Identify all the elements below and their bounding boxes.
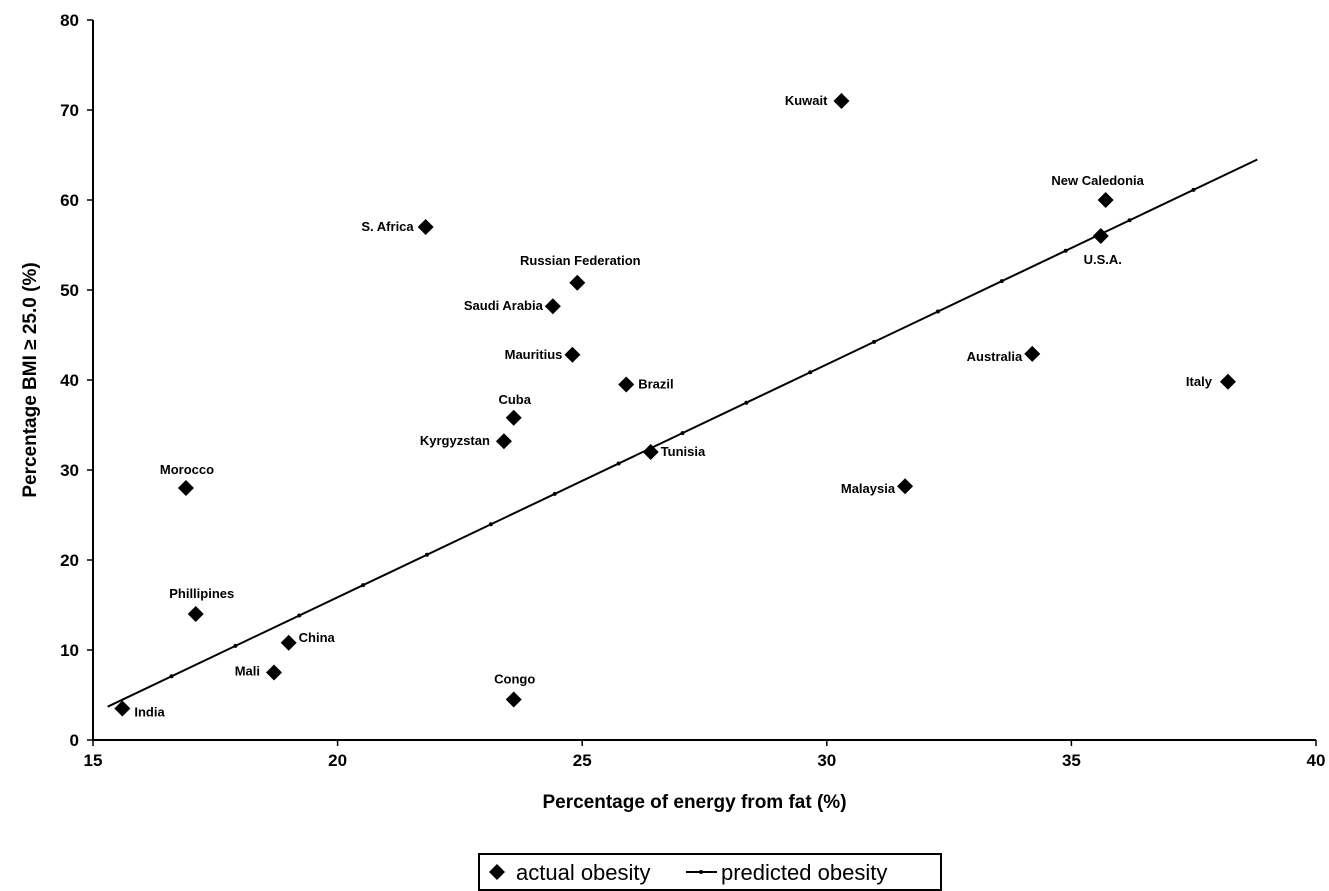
data-point-u-s-a-: [1092, 228, 1109, 244]
x-tick-label: 15: [84, 751, 103, 770]
predicted-obesity-dot: [169, 674, 174, 679]
predicted-obesity-dot: [361, 583, 366, 588]
data-label: Saudi Arabia: [464, 298, 544, 313]
x-axis-ticks: 15 20 25 30 35 40: [84, 740, 1326, 770]
predicted-obesity-dot: [808, 370, 813, 375]
predicted-obesity-dot: [297, 613, 302, 618]
predicted-obesity-dot: [616, 461, 621, 466]
predicted-obesity-dot: [425, 552, 430, 557]
data-point-saudi-arabia: [544, 298, 561, 315]
predicted-obesity-dot: [872, 339, 877, 344]
data-point-brazil: [618, 376, 635, 393]
data-label: Congo: [494, 672, 535, 687]
data-label: Mauritius: [505, 347, 563, 362]
predicted-obesity-dot: [1191, 187, 1196, 192]
predicted-obesity-dot: [935, 309, 940, 314]
data-label: Mali: [235, 664, 260, 679]
data-label: S. Africa: [361, 219, 414, 234]
y-tick-label: 50: [60, 281, 79, 300]
data-point-kuwait: [833, 93, 850, 109]
predicted-obesity-dot: [552, 491, 557, 496]
data-label: Kyrgyzstan: [420, 433, 490, 448]
y-tick-label: 0: [70, 731, 79, 750]
data-point-congo: [505, 691, 522, 708]
data-label: U.S.A.: [1084, 252, 1122, 267]
predicted-obesity-dot: [1063, 248, 1068, 253]
predicted-obesity-line: [107, 158, 1258, 708]
data-point-mauritius: [564, 346, 581, 363]
y-tick-label: 40: [60, 371, 79, 390]
data-label: Russian Federation: [520, 253, 641, 268]
data-label: Italy: [1186, 374, 1213, 389]
data-label: Brazil: [638, 377, 673, 392]
data-point-india: [114, 700, 131, 717]
data-label: Cuba: [498, 392, 531, 407]
data-label: Morocco: [160, 462, 214, 477]
y-axis-title: Percentage BMI ≥ 25.0 (%): [20, 262, 41, 497]
data-point-phillipines: [187, 606, 204, 622]
data-point-morocco: [177, 480, 194, 496]
predicted-obesity-dot: [1127, 218, 1132, 223]
predicted-obesity-dot: [488, 522, 493, 527]
data-point-malaysia: [897, 478, 914, 495]
data-point-mali: [266, 664, 283, 681]
y-tick-label: 10: [60, 641, 79, 660]
data-label: China: [299, 630, 336, 645]
data-point-russian-federation: [569, 274, 586, 291]
data-point-australia: [1024, 345, 1041, 362]
data-point-new-caledonia: [1097, 192, 1114, 208]
x-tick-label: 30: [817, 751, 836, 770]
data-point-italy: [1219, 373, 1236, 390]
y-axis-ticks: 0 10 20 30 40 50 60 70 80: [60, 11, 93, 750]
y-tick-label: 70: [60, 101, 79, 120]
data-point-kyrgyzstan: [495, 433, 512, 450]
y-tick-label: 60: [60, 191, 79, 210]
legend-line-dot: [699, 870, 703, 874]
x-tick-label: 40: [1307, 751, 1326, 770]
data-point-china: [280, 634, 297, 651]
data-label: New Caledonia: [1051, 173, 1144, 188]
legend-diamond-marker: [489, 864, 505, 880]
data-point-cuba: [505, 409, 522, 426]
axes: [92, 20, 1316, 741]
predicted-obesity-dot: [680, 431, 685, 436]
legend-label-predicted: predicted obesity: [721, 860, 887, 885]
y-tick-label: 80: [60, 11, 79, 30]
data-label: Phillipines: [169, 586, 234, 601]
data-point-s-africa: [417, 219, 434, 235]
legend-label-actual: actual obesity: [516, 860, 651, 885]
legend: actual obesity predicted obesity: [478, 853, 942, 891]
x-axis-title: Percentage of energy from fat (%): [542, 792, 846, 813]
actual-obesity-points: India Mali China Phillipines Morocco Congo Kyr…: [114, 93, 1236, 720]
data-label: Malaysia: [841, 481, 896, 496]
data-label: Australia: [967, 349, 1023, 364]
x-tick-label: 25: [573, 751, 592, 770]
data-label: Kuwait: [785, 93, 828, 108]
predicted-obesity-dot: [744, 400, 749, 405]
y-tick-label: 20: [60, 551, 79, 570]
data-label: Tunisia: [661, 444, 706, 459]
predicted-obesity-dot: [233, 643, 238, 648]
x-tick-label: 20: [328, 751, 347, 770]
data-label: India: [134, 705, 165, 720]
predicted-obesity-dot: [999, 279, 1004, 284]
y-tick-label: 30: [60, 461, 79, 480]
x-tick-label: 35: [1062, 751, 1081, 770]
data-point-tunisia: [642, 444, 659, 460]
